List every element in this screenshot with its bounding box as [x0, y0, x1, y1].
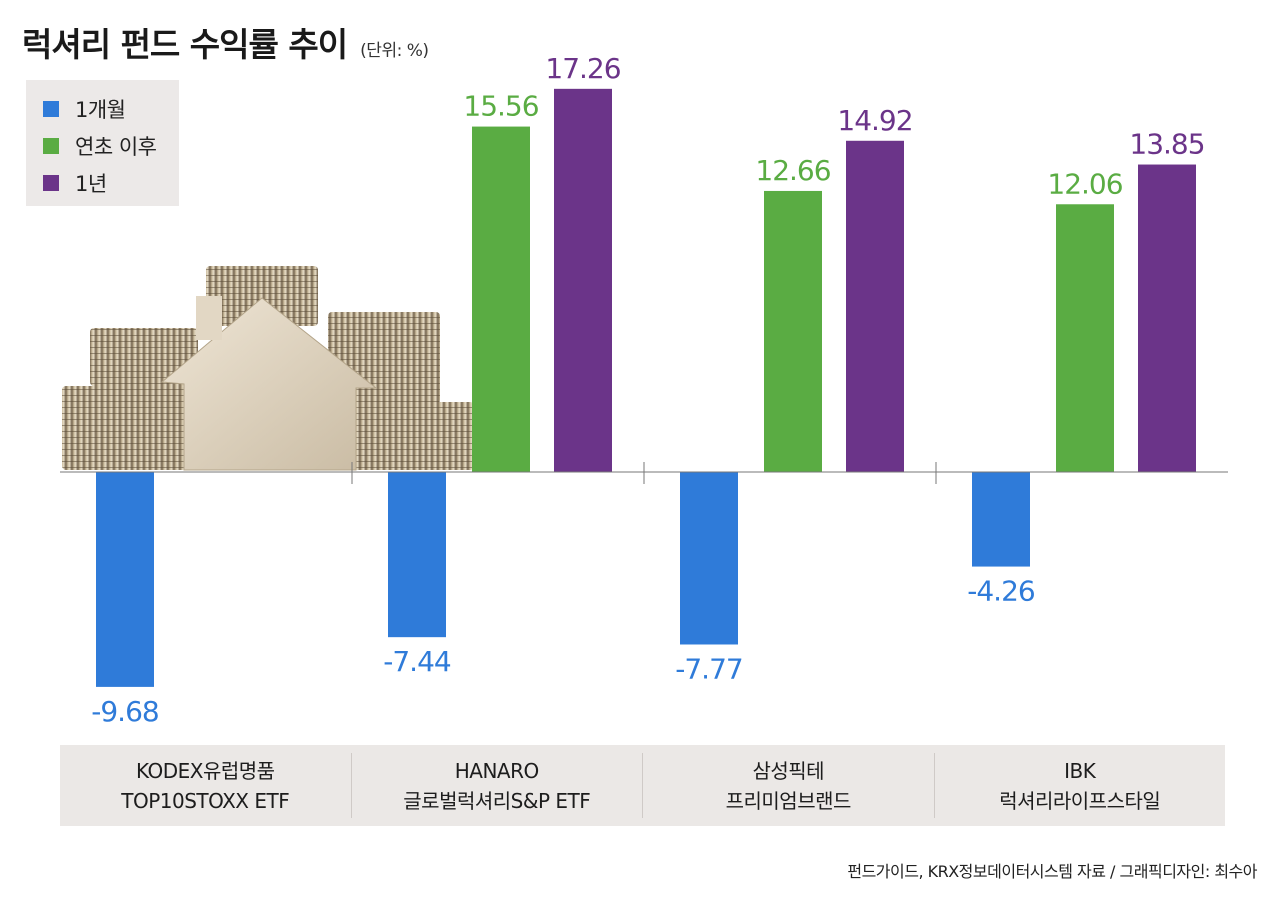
- category-samsung-line1: 삼성픽테: [752, 758, 825, 783]
- category-hanaro-line2: 글로벌럭셔리S&P ETF: [403, 788, 591, 813]
- bar-1month-2: [680, 472, 738, 645]
- category-kodex-line2: TOP10STOXX ETF: [121, 788, 290, 813]
- unit-label: (단위: %): [360, 41, 429, 61]
- bar-ytd-2: [764, 190, 822, 472]
- category-samsung-line2: 프리미엄브랜드: [725, 788, 852, 813]
- data-label-ytd-3: 12.06: [1047, 167, 1122, 200]
- bars-group: [96, 88, 1196, 687]
- category-ibk-line2: 럭셔리라이프스타일: [999, 788, 1161, 813]
- axis-group: [60, 462, 1228, 484]
- coin-stack-left-back: [90, 328, 198, 386]
- bar-1year-2: [846, 140, 904, 472]
- house-model: [160, 297, 378, 471]
- coin-stack-left-front: [62, 386, 186, 470]
- coin-stack-center: [206, 266, 318, 326]
- category-band: KODEX유럽명품 TOP10STOXX ETF HANARO 글로벌럭셔리S&…: [60, 745, 1225, 826]
- legend-label-ytd: 연초 이후: [75, 134, 157, 159]
- category-kodex: KODEX유럽명품 TOP10STOXX ETF: [60, 745, 351, 826]
- data-label-ytd-2: 12.66: [755, 154, 830, 187]
- bar-1year-3: [1138, 164, 1196, 472]
- data-label-1year-3: 13.85: [1129, 128, 1204, 161]
- category-divider: [933, 753, 935, 818]
- legend-item-ytd: 연초 이후: [43, 127, 179, 164]
- coins-house-illustration: [62, 266, 474, 471]
- data-labels-group: -9.68 -7.44 -7.77 -4.26 15.56 12.66 12.06 17.26…: [91, 52, 1205, 728]
- category-samsung: 삼성픽테 프리미엄브랜드: [643, 745, 934, 826]
- legend-label-1year: 1년: [75, 171, 107, 196]
- source-credit: 펀드가이드, KRX정보데이터시스템 자료 / 그래픽디자인: 최수아: [847, 862, 1257, 881]
- bar-1month-3: [972, 472, 1030, 567]
- data-label-1month-0: -9.68: [91, 695, 158, 728]
- data-label-1year-1: 17.26: [545, 52, 620, 85]
- title-block: 럭셔리 펀드 수익률 추이 (단위: %): [22, 18, 429, 66]
- category-divider: [350, 753, 352, 818]
- category-hanaro: HANARO 글로벌럭셔리S&P ETF: [352, 745, 643, 826]
- bar-1month-0: [96, 472, 154, 687]
- category-hanaro-line1: HANARO: [454, 758, 540, 783]
- category-kodex-line1: KODEX유럽명품: [135, 758, 275, 783]
- bar-ytd-3: [1056, 204, 1114, 472]
- coin-stack-right-front: [354, 402, 474, 470]
- bar-1month-1: [388, 472, 446, 638]
- data-label-1year-2: 14.92: [837, 104, 912, 137]
- legend-item-1year: 1년: [43, 164, 179, 201]
- category-divider: [642, 753, 643, 818]
- category-ibk-line1: IBK: [1064, 758, 1096, 783]
- legend-swatch-1year: [43, 174, 59, 191]
- legend-swatch-1month: [43, 100, 59, 117]
- house-chimney: [196, 296, 222, 340]
- data-label-1month-2: -7.77: [675, 652, 742, 685]
- bar-1year-1: [554, 88, 612, 472]
- chart-title: 럭셔리 펀드 수익률 추이: [22, 25, 348, 64]
- legend: 1개월 연초 이후 1년: [26, 80, 179, 206]
- legend-label-1month: 1개월: [75, 97, 126, 122]
- data-label-1month-3: -4.26: [967, 575, 1035, 608]
- bar-ytd-1: [472, 126, 530, 473]
- data-label-1month-1: -7.44: [383, 645, 451, 678]
- legend-swatch-ytd: [43, 137, 59, 154]
- legend-item-1month: 1개월: [43, 90, 179, 127]
- category-ibk: IBK 럭셔리라이프스타일: [935, 745, 1226, 826]
- data-label-ytd-1: 15.56: [463, 90, 538, 123]
